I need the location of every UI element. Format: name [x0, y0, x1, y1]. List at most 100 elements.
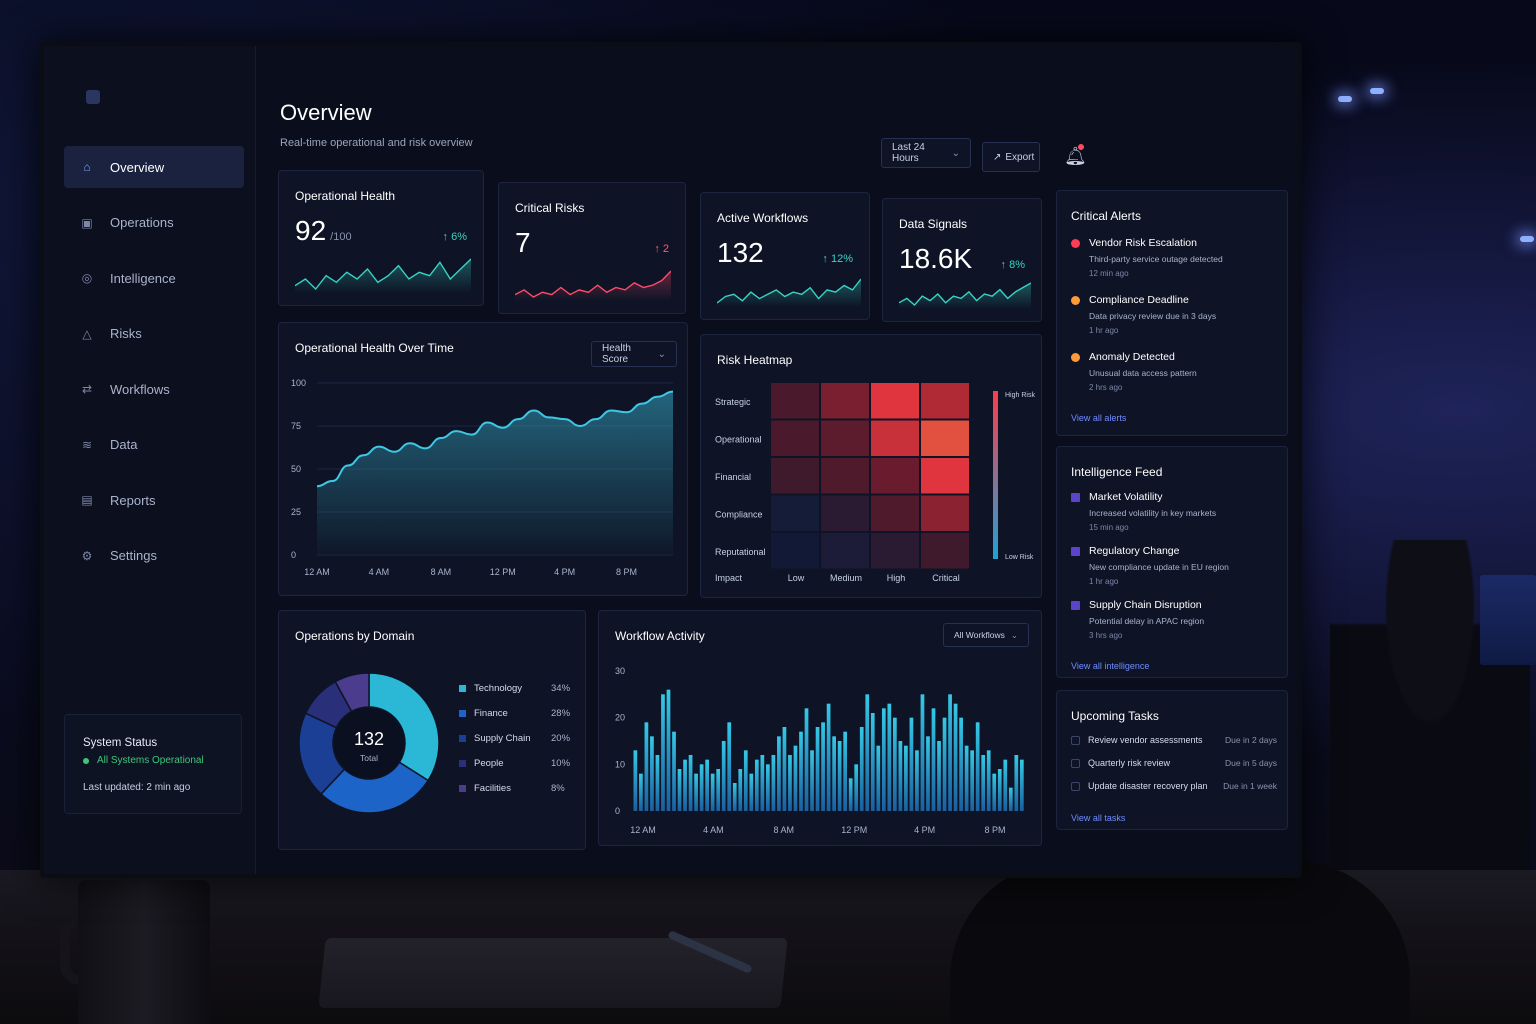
legend-label: Supply Chain: [474, 733, 531, 744]
task-row[interactable]: Update disaster recovery plan Due in 1 we…: [1071, 781, 1277, 791]
task-row[interactable]: Review vendor assessments Due in 2 days: [1071, 735, 1277, 745]
chair: [950, 860, 1410, 1024]
sidebar-item-risks[interactable]: △ Risks: [64, 313, 244, 355]
workflow-bar: [992, 773, 997, 811]
feed-item[interactable]: Vendor Risk Escalation Third-party servic…: [1071, 237, 1223, 278]
feed-item-subtitle: Third-party service outage detected: [1089, 254, 1223, 264]
workflow-bar: [732, 783, 737, 811]
legend-swatch: [459, 785, 466, 792]
heatmap-col-label: Low: [788, 573, 805, 583]
view-all-alerts-link[interactable]: View all alerts: [1071, 413, 1127, 423]
workflow-bar: [1008, 787, 1013, 811]
workflow-bar: [953, 703, 958, 811]
workflow-bar: [821, 722, 825, 811]
heatmap-cell: [771, 420, 819, 456]
kpi-card-active-workflows[interactable]: Active Workflows 132 ↑ 12%: [700, 192, 870, 320]
chevron-down-icon: ⌄: [951, 147, 960, 159]
sidebar-item-label: Intelligence: [110, 270, 176, 286]
kpi-value-number: 132: [717, 237, 764, 268]
task-due: Due in 2 days: [1225, 735, 1277, 745]
feed-item-text: Supply Chain Disruption Potential delay i…: [1089, 599, 1204, 640]
kpi-delta: ↑ 8%: [1000, 259, 1025, 271]
gear-icon: ⚙: [81, 548, 93, 563]
intel-square-icon: [1071, 601, 1080, 610]
critical-alerts-card: Critical Alerts Vendor Risk Escalation Th…: [1056, 190, 1288, 436]
donut-slice: [320, 761, 430, 814]
legend-percent: 10%: [551, 758, 571, 769]
legend-label: Facilities: [474, 783, 511, 794]
report-icon: ▤: [81, 493, 93, 507]
sidebar-item-workflows[interactable]: ⇄ Workflows: [64, 368, 244, 410]
export-button[interactable]: ↗ Export: [982, 142, 1040, 172]
intelligence-feed-card: Intelligence Feed Market Volatility Incre…: [1056, 446, 1288, 678]
feed-item-title: Regulatory Change: [1089, 545, 1180, 557]
view-all-tasks-link[interactable]: View all tasks: [1071, 813, 1126, 823]
workflow-bar: [832, 736, 836, 811]
feed-item-time: 1 hr ago: [1089, 577, 1119, 586]
workflow-bar: [1019, 759, 1024, 811]
background-monitor: [1480, 575, 1536, 665]
task-checkbox[interactable]: [1071, 781, 1080, 791]
task-row[interactable]: Quarterly risk review Due in 5 days: [1071, 758, 1277, 768]
task-label: Review vendor assessments: [1088, 735, 1203, 745]
kpi-card-critical-risks[interactable]: Critical Risks 7 ↑ 2: [498, 182, 686, 314]
alerts-title: Critical Alerts: [1071, 209, 1142, 223]
donut-slice: [334, 672, 370, 713]
kpi-card-data-signals[interactable]: Data Signals 18.6K ↑ 8%: [882, 198, 1042, 322]
feed-item[interactable]: Supply Chain Disruption Potential delay i…: [1071, 599, 1204, 640]
workflow-bar: [843, 731, 848, 811]
all-workflows-select[interactable]: All Workflows ⌄: [943, 623, 1029, 647]
task-checkbox[interactable]: [1071, 758, 1080, 768]
heatmap-cell: [821, 458, 869, 494]
task-label: Quarterly risk review: [1088, 758, 1171, 768]
workflow-bar: [937, 741, 941, 811]
feed-item[interactable]: Anomaly Detected Unusual data access patt…: [1071, 351, 1197, 392]
main-content: Overview Real-time operational and risk …: [256, 46, 1298, 874]
kpi-value-number: 18.6K: [899, 243, 973, 274]
workflow-bar: [959, 717, 963, 811]
home-icon: ⌂: [83, 160, 91, 174]
workflow-bar: [920, 694, 925, 811]
workflow-bar: [777, 736, 781, 811]
domain-title: Operations by Domain: [295, 629, 415, 643]
sparkline-line: [295, 258, 471, 291]
heatmap-col-label: Medium: [830, 573, 862, 583]
workflow-bar: [948, 694, 952, 811]
sidebar-item-intelligence[interactable]: ◎ Intelligence: [64, 257, 244, 299]
task-checkbox[interactable]: [1071, 735, 1080, 745]
kpi-card-operational-health[interactable]: Operational Health 92/100 ↑ 6%: [278, 170, 484, 306]
x-tick-label: 12 PM: [841, 825, 867, 835]
export-icon: ↗: [993, 151, 1002, 163]
feed-item[interactable]: Compliance Deadline Data privacy review d…: [1071, 294, 1216, 335]
workflow-bar: [859, 727, 864, 811]
bell-icon[interactable]: 🔔︎: [1064, 146, 1087, 166]
workflow-bar: [655, 755, 660, 811]
sidebar-item-data[interactable]: ≋ Data: [64, 424, 244, 466]
kpi-sparkline: [717, 278, 861, 307]
ceiling-light: [1338, 96, 1352, 102]
legend-label: Technology: [474, 683, 523, 694]
operations-by-domain-card: Operations by Domain 132 Total Technolog…: [278, 610, 586, 850]
feed-item[interactable]: Market Volatility Increased volatility in…: [1071, 491, 1216, 532]
intel-square-icon: [1071, 493, 1080, 502]
workflow-bar: [738, 769, 743, 811]
y-tick-label: 30: [615, 666, 625, 676]
workflow-bar: [677, 769, 682, 811]
workflow-bar: [804, 708, 809, 811]
kpi-value-number: 92: [295, 215, 327, 246]
heatmap-row-label: Strategic: [715, 397, 751, 407]
sidebar-item-overview[interactable]: ⌂ Overview: [64, 146, 244, 188]
database-icon: ≋: [81, 437, 93, 452]
health-score-select[interactable]: Health Score ⌄: [591, 341, 677, 367]
workflow-bar: [716, 769, 721, 811]
sidebar-item-operations[interactable]: ▣ Operations: [64, 202, 244, 244]
heatmap-cell: [821, 533, 869, 569]
system-status-text: All Systems Operational: [97, 755, 204, 766]
feed-item[interactable]: Regulatory Change New compliance update i…: [1071, 545, 1229, 586]
time-range-select[interactable]: Last 24 Hours ⌄: [881, 138, 971, 168]
sidebar-item-reports[interactable]: ▤ Reports: [64, 479, 244, 521]
sidebar-item-settings[interactable]: ⚙ Settings: [64, 535, 244, 577]
sparkline-line: [717, 278, 861, 304]
system-status-state: All Systems Operational: [83, 755, 223, 766]
view-all-intelligence-link[interactable]: View all intelligence: [1071, 661, 1150, 671]
